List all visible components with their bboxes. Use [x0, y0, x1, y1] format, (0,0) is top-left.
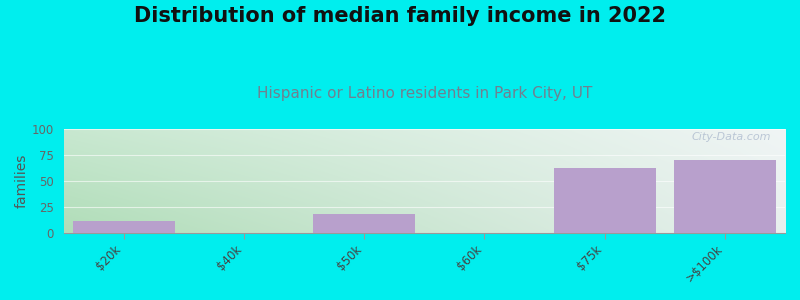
Text: City-Data.com: City-Data.com — [691, 132, 770, 142]
Y-axis label: families: families — [15, 153, 29, 208]
Bar — [674, 160, 776, 232]
Bar — [313, 214, 415, 232]
Text: Distribution of median family income in 2022: Distribution of median family income in … — [134, 6, 666, 26]
Bar — [73, 221, 175, 232]
Title: Hispanic or Latino residents in Park City, UT: Hispanic or Latino residents in Park Cit… — [257, 86, 592, 101]
Bar — [554, 168, 656, 232]
